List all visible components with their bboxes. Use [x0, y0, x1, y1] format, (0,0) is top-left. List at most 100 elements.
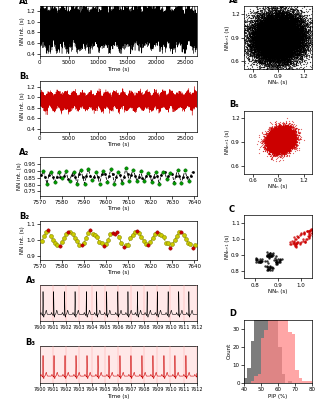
Point	[282, 135, 287, 141]
Point	[269, 144, 274, 150]
Point	[286, 28, 291, 35]
Point	[281, 142, 286, 148]
Point	[288, 136, 293, 143]
Point	[268, 140, 273, 147]
Point	[279, 132, 284, 139]
Point	[283, 34, 288, 41]
Point	[271, 33, 276, 40]
Point	[274, 139, 279, 145]
Point	[283, 133, 288, 139]
Point	[288, 139, 293, 145]
Point	[255, 35, 260, 41]
Point	[280, 136, 285, 142]
Point	[275, 38, 280, 45]
Point	[284, 20, 289, 27]
Point	[281, 47, 286, 53]
Point	[269, 140, 274, 146]
Point	[280, 136, 285, 142]
Point	[281, 130, 286, 136]
Point	[272, 144, 277, 150]
Point	[280, 42, 285, 48]
Point	[262, 50, 267, 56]
Point	[266, 16, 271, 22]
Point	[273, 27, 278, 34]
Point	[276, 41, 281, 47]
Point	[280, 128, 285, 134]
Point	[278, 31, 283, 37]
Point	[280, 142, 285, 149]
Point	[293, 0, 298, 5]
Point	[278, 134, 283, 141]
Point	[272, 144, 277, 150]
Point	[271, 140, 276, 146]
Point	[280, 138, 285, 144]
Point	[283, 131, 288, 137]
Point	[277, 34, 282, 40]
Point	[276, 138, 281, 145]
Point	[283, 131, 288, 137]
Point	[295, 43, 300, 50]
Point	[288, 26, 293, 32]
Point	[290, 10, 295, 16]
Point	[276, 138, 281, 144]
Point	[281, 30, 286, 37]
Point	[277, 148, 282, 154]
Point	[254, 28, 259, 35]
Point	[287, 134, 292, 140]
Point	[280, 145, 285, 152]
Point	[275, 130, 281, 136]
Point	[273, 130, 278, 136]
Point	[275, 145, 280, 152]
Point	[279, 16, 284, 22]
Point	[282, 133, 287, 140]
Point	[258, 18, 263, 25]
Point	[270, 150, 275, 157]
Point	[255, 36, 260, 43]
Point	[264, 26, 269, 32]
Point	[279, 146, 284, 152]
Point	[290, 19, 295, 25]
Point	[267, 27, 272, 33]
Point	[283, 59, 288, 65]
Point	[286, 137, 291, 143]
Point	[293, 62, 298, 69]
Point	[275, 55, 280, 61]
Point	[279, 133, 284, 140]
Point	[279, 48, 284, 55]
Point	[175, 167, 180, 173]
Point	[282, 130, 288, 136]
Point	[270, 26, 275, 32]
Point	[276, 24, 281, 30]
Point	[281, 135, 287, 141]
Point	[276, 140, 281, 146]
Point	[283, 40, 288, 47]
Point	[282, 138, 287, 144]
Point	[288, 135, 294, 141]
Point	[281, 137, 286, 144]
Point	[285, 139, 290, 146]
Point	[285, 29, 290, 35]
Point	[275, 128, 280, 134]
Point	[275, 132, 280, 139]
Point	[275, 22, 280, 28]
Point	[268, 146, 273, 152]
Point	[272, 45, 277, 51]
Point	[237, 63, 242, 69]
Point	[276, 138, 281, 144]
Point	[300, 34, 305, 41]
Point	[289, 52, 294, 58]
Point	[280, 145, 285, 152]
Point	[274, 139, 279, 146]
Point	[275, 132, 280, 139]
Point	[279, 136, 284, 143]
Point	[266, 53, 271, 59]
Point	[281, 32, 286, 39]
Point	[283, 132, 288, 138]
Point	[281, 45, 286, 52]
Point	[289, 130, 294, 137]
Point	[276, 128, 281, 134]
Point	[290, 63, 295, 69]
Point	[262, 26, 267, 32]
Point	[277, 131, 282, 137]
Point	[264, 37, 269, 44]
